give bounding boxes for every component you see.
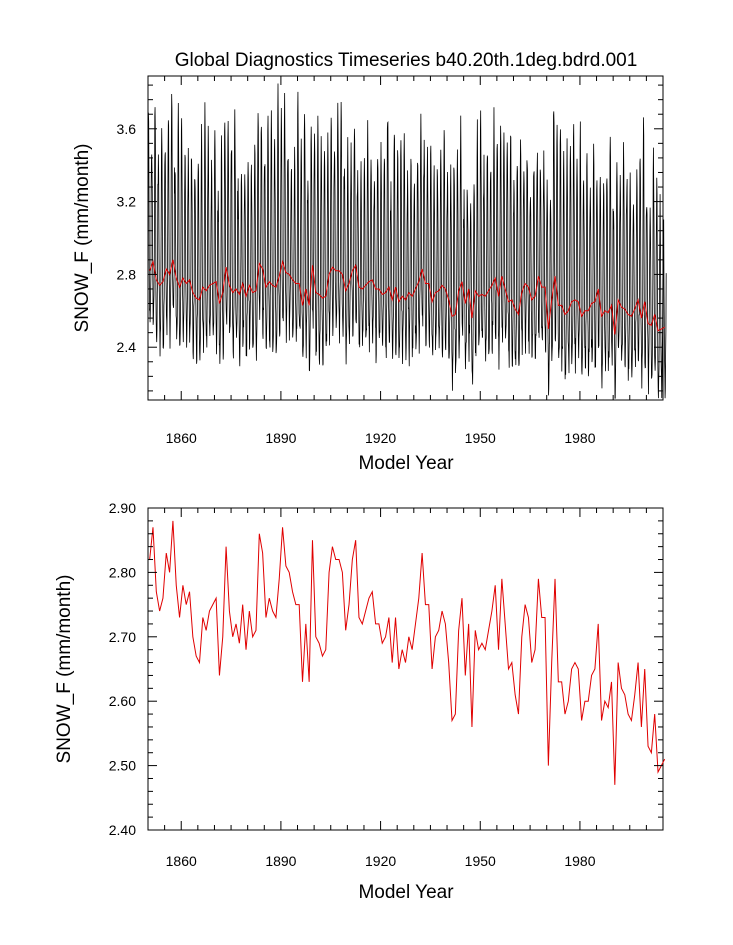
top-x-tick-label: 1950 (465, 430, 496, 446)
bottom-y-axis-label: SNOW_F (mm/month) (54, 575, 75, 764)
bottom-y-tick-label: 2.40 (109, 822, 136, 838)
bottom-x-tick-label: 1860 (166, 853, 197, 869)
top-y-tick-label: 3.6 (117, 121, 137, 137)
top-x-axis-label: Model Year (358, 453, 454, 474)
top-y-ticks: 2.4 2.8 3.2 3.6 (117, 84, 663, 392)
top-monthly-series (147, 83, 667, 399)
top-x-tick-label: 1980 (564, 430, 595, 446)
bottom-x-tick-label: 1920 (365, 853, 396, 869)
bottom-y-tick-label: 2.70 (109, 629, 136, 645)
bottom-annual-series (149, 520, 666, 785)
top-panel: Global Diagnostics Timeseries b40.20th.1… (72, 50, 667, 474)
bottom-x-ticks: 1860 1890 1920 1950 1980 (147, 508, 664, 869)
top-y-tick-label: 3.2 (117, 194, 137, 210)
chart-title: Global Diagnostics Timeseries b40.20th.1… (175, 50, 638, 71)
bottom-y-tick-label: 2.50 (109, 758, 136, 774)
top-x-ticks: 1860 1890 1920 1950 1980 (147, 76, 664, 446)
top-annual-mean-line (149, 259, 665, 335)
top-y-tick-label: 2.4 (117, 339, 137, 355)
bottom-x-tick-label: 1890 (265, 853, 296, 869)
bottom-plot-frame (147, 507, 664, 831)
top-x-tick-label: 1860 (166, 430, 197, 446)
top-y-axis-label: SNOW_F (mm/month) (72, 144, 93, 333)
top-annual-series (149, 259, 665, 335)
bottom-annual-mean-line (149, 520, 666, 785)
bottom-x-tick-label: 1950 (465, 853, 496, 869)
bottom-y-tick-label: 2.90 (109, 500, 136, 516)
top-monthly-line (147, 83, 667, 399)
bottom-panel: 1860 1890 1920 1950 1980 2.40 2.50 2.60 2.70 2.8… (54, 500, 666, 903)
top-x-tick-label: 1920 (365, 430, 396, 446)
bottom-y-tick-label: 2.80 (109, 564, 136, 580)
bottom-y-ticks: 2.40 2.50 2.60 2.70 2.80 2.90 (109, 500, 663, 838)
bottom-x-axis-label: Model Year (358, 882, 454, 903)
top-x-tick-label: 1890 (265, 430, 296, 446)
top-y-tick-label: 2.8 (117, 266, 137, 282)
bottom-x-tick-label: 1980 (564, 853, 595, 869)
bottom-y-tick-label: 2.60 (109, 693, 136, 709)
